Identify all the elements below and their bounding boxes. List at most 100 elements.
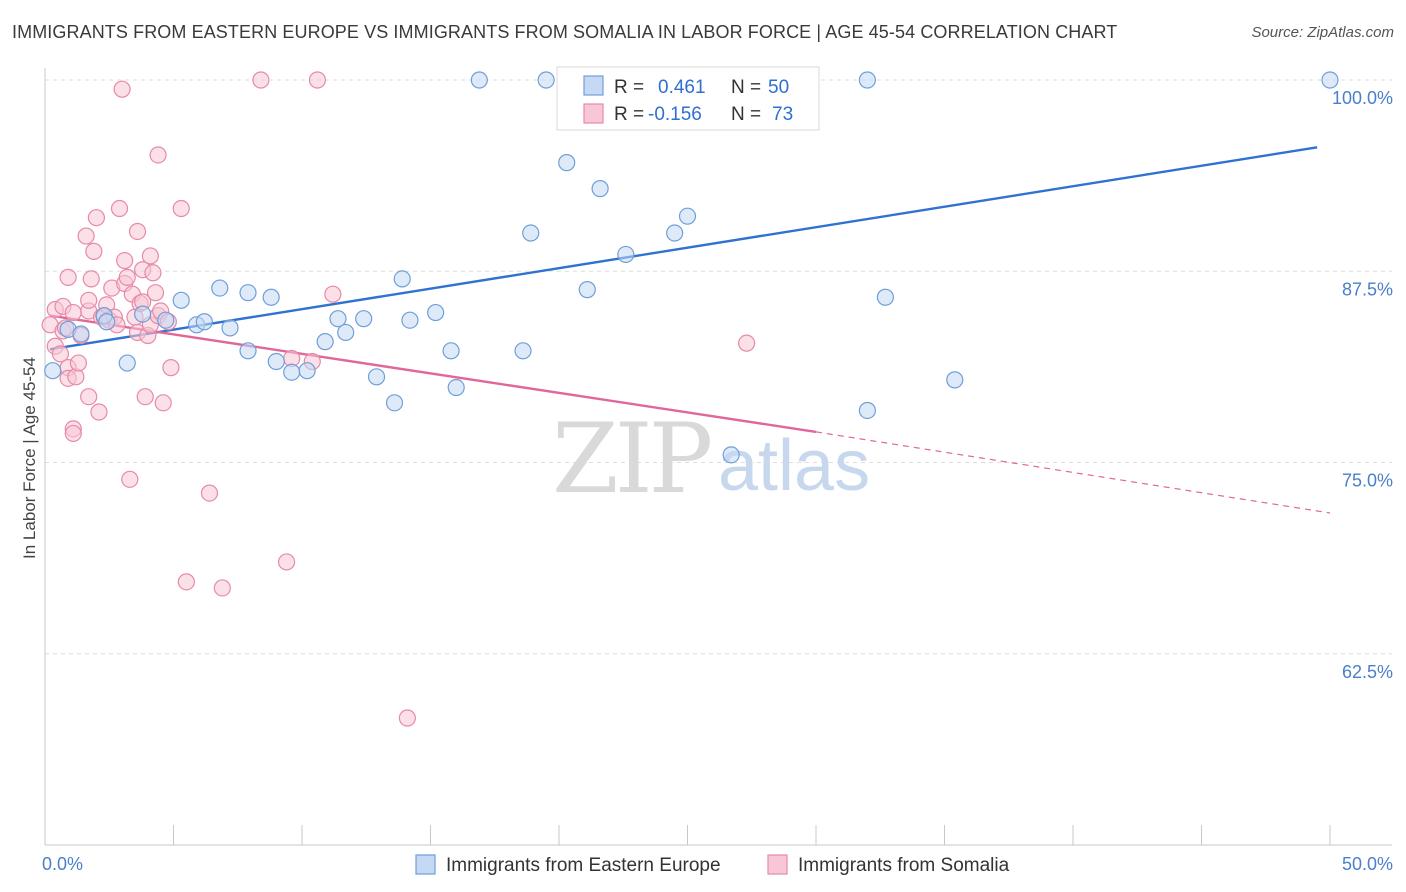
somalia-point-47: [141, 247, 159, 265]
eastern-europe-point-44: [858, 401, 877, 420]
eastern-europe-point-16: [267, 352, 285, 371]
somalia-point-19: [80, 388, 98, 406]
eastern-europe-point-25: [393, 270, 411, 288]
x-tick-labels: 0.0% 50.0%: [42, 854, 1393, 874]
legend-r-label-1: R =: [614, 77, 644, 98]
series-legend-label-blue: Immigrants from Eastern Europe: [446, 855, 721, 876]
series-legend: Immigrants from Eastern Europe Immigrant…: [415, 854, 1010, 876]
somalia-point-33: [116, 251, 134, 270]
somalia-point-10: [64, 303, 82, 322]
legend-r-value-1: 0.461: [658, 77, 706, 98]
eastern-europe-point-0: [44, 362, 62, 380]
somalia-point-66: [398, 709, 416, 727]
somalia-point-59: [213, 579, 231, 597]
eastern-europe-point-17: [283, 363, 301, 381]
eastern-europe-point-39: [678, 207, 697, 225]
eastern-europe-point-31: [514, 342, 532, 360]
eastern-europe-point-47: [1321, 71, 1339, 89]
eastern-europe-point-14: [239, 284, 257, 302]
eastern-europe-point-15: [262, 288, 280, 306]
legend-n-value-2: 73: [772, 104, 793, 125]
y-tick-label-3: 100.0%: [1332, 88, 1393, 108]
eastern-europe-point-27: [427, 303, 445, 322]
series-legend-swatch-pink: [767, 854, 788, 875]
trend-line-somalia-extension: [815, 431, 1331, 514]
eastern-europe-point-8: [172, 291, 190, 309]
chart-title: IMMIGRANTS FROM EASTERN EUROPE VS IMMIGR…: [12, 22, 1118, 42]
eastern-europe-point-22: [355, 310, 373, 328]
series-legend-label-pink: Immigrants from Somalia: [798, 855, 1010, 876]
somalia-point-44: [136, 388, 154, 406]
watermark-zip: ZIP: [552, 403, 711, 515]
legend-n-label-1: N =: [731, 77, 761, 98]
somalia-point-16: [77, 227, 95, 245]
watermark-atlas: atlas: [718, 426, 870, 506]
eastern-europe-point-45: [876, 288, 894, 306]
somalia-point-14: [69, 354, 88, 372]
y-tick-labels: 62.5% 75.0% 87.5% 100.0%: [1332, 88, 1393, 682]
somalia-point-31: [110, 199, 129, 218]
eastern-europe-point-4: [98, 313, 116, 331]
x-tick-label-1: 50.0%: [1342, 854, 1393, 874]
eastern-europe-point-30: [470, 71, 488, 89]
trend-line-eastern-europe: [49, 146, 1318, 351]
axes: [44, 68, 1392, 846]
somalia-point-23: [90, 403, 108, 421]
legend-swatch-pink: [583, 103, 604, 124]
eastern-europe-point-33: [537, 71, 555, 89]
somalia-point-60: [252, 71, 270, 89]
eastern-europe-point-23: [367, 368, 386, 386]
somalia-point-50: [149, 146, 167, 164]
somalia-point-36: [121, 470, 139, 488]
eastern-europe-point-18: [298, 362, 316, 380]
eastern-europe-point-40: [722, 446, 740, 464]
y-axis-label: In Labor Force | Age 45-54: [20, 357, 39, 559]
somalia-point-21: [85, 242, 103, 260]
eastern-europe-point-32: [522, 224, 540, 242]
somalia-point-3: [51, 345, 70, 363]
legend-swatch-blue: [583, 75, 604, 96]
somalia-point-39: [128, 222, 147, 241]
somalia-point-22: [87, 209, 106, 227]
eastern-europe-point-6: [134, 305, 152, 323]
eastern-europe-point-10: [195, 313, 213, 331]
somalia-point-49: [146, 284, 165, 302]
eastern-europe-point-13: [239, 342, 257, 360]
y-tick-label-2: 87.5%: [1342, 279, 1393, 299]
source-credit: Source: ZipAtlas.com: [1251, 24, 1394, 41]
eastern-europe-point-28: [442, 342, 460, 360]
somalia-point-67: [738, 334, 756, 352]
eastern-europe-point-46: [946, 371, 964, 389]
eastern-europe-point-34: [558, 154, 576, 172]
eastern-europe-point-37: [617, 245, 635, 264]
series-legend-swatch-blue: [415, 854, 436, 875]
eastern-europe-point-7: [157, 311, 175, 329]
legend-r-label-2: R =: [614, 104, 644, 125]
somalia-point-12: [64, 424, 82, 443]
somalia-point-55: [162, 359, 180, 377]
trend-line-somalia: [49, 314, 817, 434]
somalia-point-18: [80, 291, 98, 309]
eastern-europe-point-19: [316, 333, 334, 351]
somalia-point-57: [177, 573, 195, 591]
x-tick-label-0: 0.0%: [42, 854, 83, 874]
eastern-europe-point-26: [401, 311, 419, 329]
eastern-europe-point-2: [72, 325, 90, 343]
eastern-europe-point-36: [591, 180, 609, 198]
y-tick-label-0: 62.5%: [1342, 662, 1393, 682]
somalia-point-56: [172, 199, 190, 218]
somalia-point-61: [277, 553, 296, 571]
eastern-europe-points: [44, 71, 1339, 464]
eastern-europe-point-12: [221, 319, 239, 337]
eastern-europe-point-38: [666, 224, 684, 242]
eastern-europe-point-20: [329, 310, 347, 328]
eastern-europe-point-43: [858, 71, 877, 89]
trend-lines: [49, 146, 1331, 514]
eastern-europe-point-21: [337, 323, 355, 342]
somalia-point-64: [308, 71, 327, 89]
y-tick-label-1: 75.0%: [1342, 471, 1393, 491]
eastern-europe-point-35: [578, 281, 596, 299]
somalia-point-20: [82, 270, 100, 288]
somalia-point-58: [200, 484, 219, 502]
